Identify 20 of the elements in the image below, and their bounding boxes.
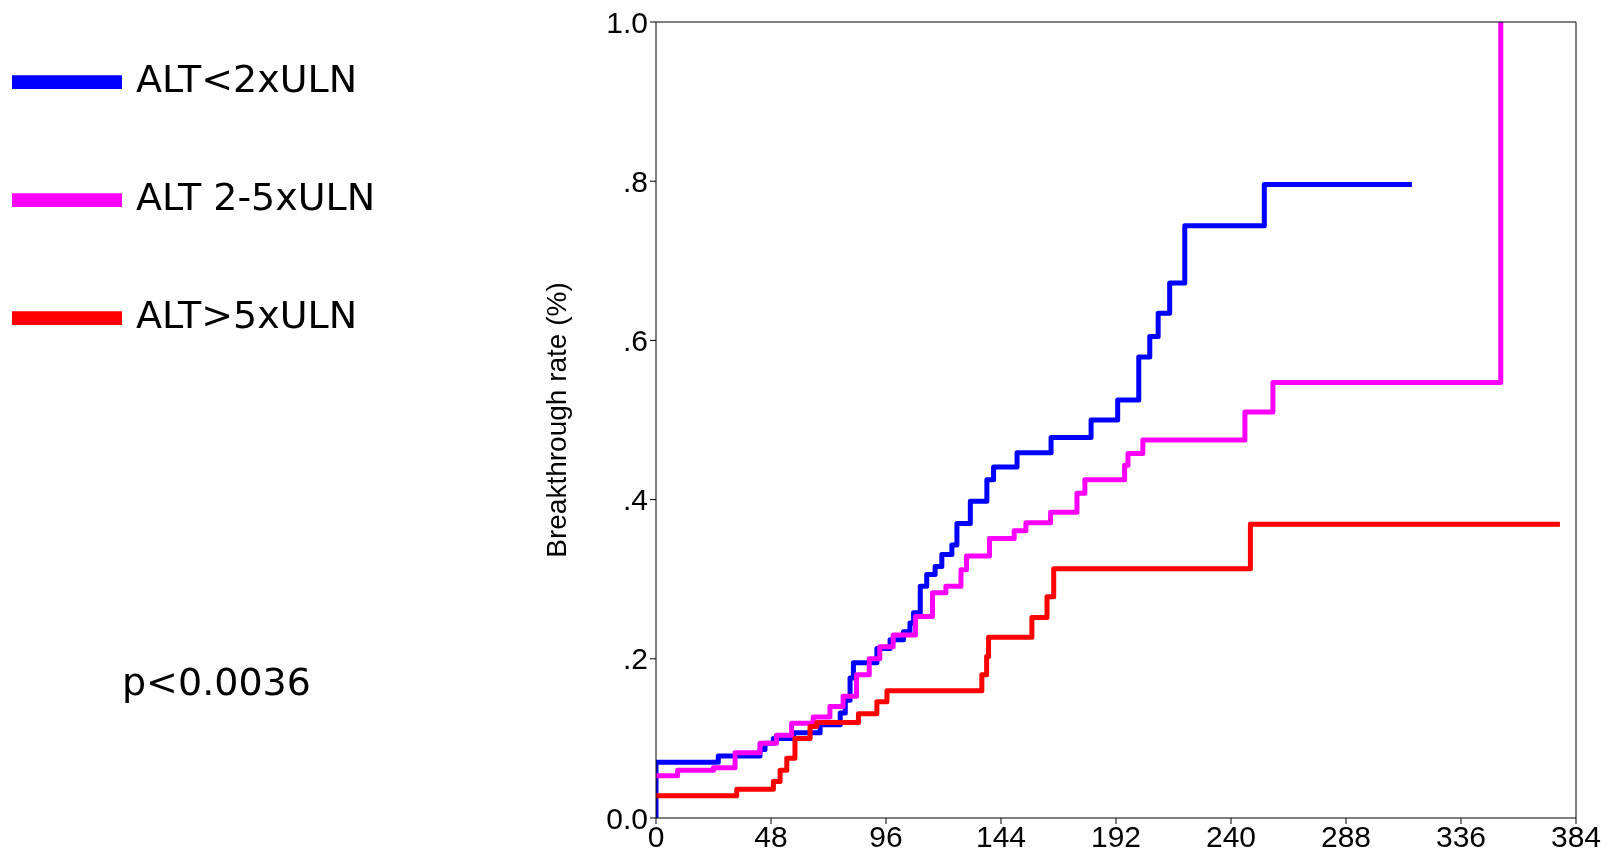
y-tick-label: .6 (622, 324, 648, 358)
y-tick-label: 1.0 (606, 5, 648, 39)
x-tick-label: 48 (754, 820, 788, 854)
x-tick-label: 288 (1320, 820, 1372, 854)
y-tick-label: .4 (622, 483, 648, 517)
legend-label: ALT>5xULN (136, 293, 358, 337)
x-tick-label: 192 (1090, 820, 1142, 854)
text: p<0.0036 (122, 660, 311, 704)
x-tick-label: 336 (1435, 820, 1487, 854)
x-tick-label: 144 (975, 820, 1027, 854)
x-tick-label: 384 (1550, 820, 1602, 854)
x-tick-label: 0 (647, 820, 665, 854)
x-tick-label: 240 (1205, 820, 1257, 854)
x-tick-label: 96 (869, 820, 903, 854)
legend-label: ALT 2-5xULN (136, 175, 376, 219)
y-axis-title: Breakthrough rate (%) (540, 282, 572, 558)
legend-label: ALT<2xULN (136, 57, 358, 101)
y-tick-label: .2 (622, 642, 648, 676)
y-tick-label: .8 (622, 164, 648, 198)
y-tick-label: 0.0 (606, 801, 648, 835)
